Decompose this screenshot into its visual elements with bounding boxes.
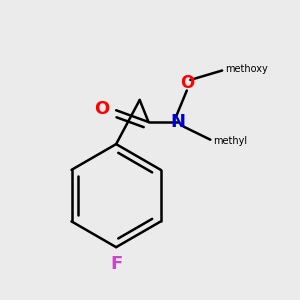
Text: methyl: methyl xyxy=(213,136,247,146)
Text: F: F xyxy=(110,254,122,272)
Text: methoxy: methoxy xyxy=(225,64,268,74)
Text: O: O xyxy=(94,100,110,118)
Text: N: N xyxy=(170,113,185,131)
Text: O: O xyxy=(180,74,194,92)
